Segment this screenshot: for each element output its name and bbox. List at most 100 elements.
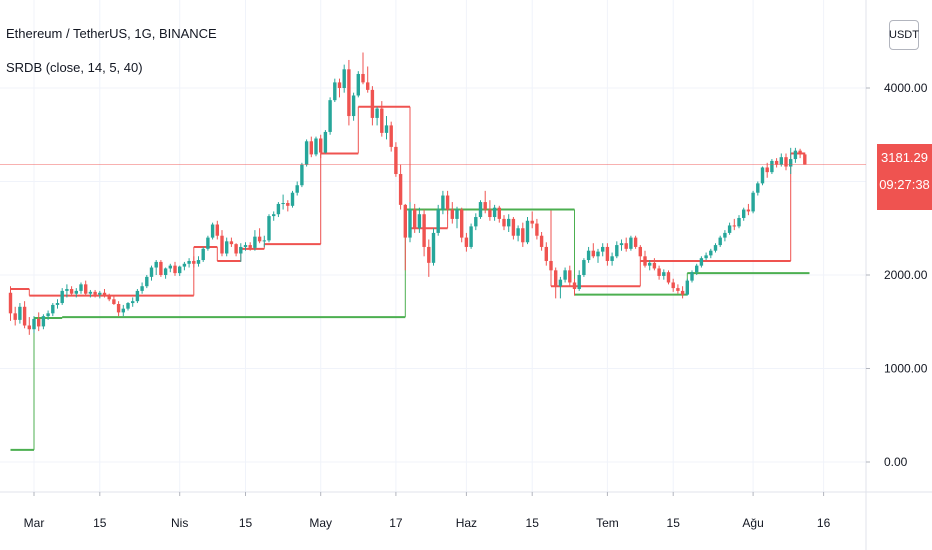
candle[interactable] — [695, 263, 699, 275]
candle[interactable] — [65, 284, 69, 298]
candle[interactable] — [572, 278, 577, 296]
candle[interactable] — [276, 202, 281, 218]
candle[interactable] — [417, 207, 422, 233]
candle[interactable] — [586, 246, 591, 263]
candle[interactable] — [582, 258, 586, 277]
candle[interactable] — [624, 237, 628, 252]
candle[interactable] — [220, 230, 224, 257]
candle[interactable] — [803, 152, 807, 165]
candle[interactable] — [563, 267, 567, 283]
candle[interactable] — [8, 286, 13, 321]
candle[interactable] — [314, 136, 318, 157]
candle[interactable] — [135, 289, 140, 304]
candle[interactable] — [530, 211, 534, 229]
candle[interactable] — [384, 116, 389, 140]
candle[interactable] — [789, 147, 793, 175]
candle[interactable] — [539, 231, 544, 251]
candle[interactable] — [464, 232, 469, 252]
candle[interactable] — [765, 162, 769, 178]
candle[interactable] — [398, 164, 403, 210]
candle[interactable] — [375, 106, 379, 126]
candle[interactable] — [60, 288, 64, 305]
candle[interactable] — [798, 148, 802, 159]
candle[interactable] — [492, 204, 497, 221]
candle[interactable] — [525, 217, 530, 245]
candle[interactable] — [742, 207, 746, 221]
candle[interactable] — [638, 245, 642, 261]
candle[interactable] — [337, 78, 342, 98]
candle[interactable] — [163, 267, 168, 279]
candle[interactable] — [445, 190, 450, 215]
candle[interactable] — [389, 121, 393, 152]
candle[interactable] — [112, 296, 116, 305]
candle[interactable] — [770, 159, 774, 175]
candle[interactable] — [201, 246, 205, 262]
candle[interactable] — [319, 134, 323, 159]
candle[interactable] — [779, 153, 783, 167]
candle[interactable] — [718, 235, 722, 247]
candle[interactable] — [248, 242, 252, 251]
candle[interactable] — [84, 280, 88, 296]
candle[interactable] — [774, 158, 779, 168]
candle[interactable] — [469, 223, 473, 249]
candle[interactable] — [46, 310, 50, 320]
candle[interactable] — [558, 276, 563, 299]
candle[interactable] — [121, 304, 125, 317]
candle[interactable] — [657, 265, 661, 280]
candle[interactable] — [521, 222, 525, 247]
candle[interactable] — [652, 258, 657, 271]
candle[interactable] — [497, 205, 501, 223]
candle[interactable] — [793, 147, 798, 163]
candle[interactable] — [140, 282, 144, 294]
candle[interactable] — [737, 215, 741, 229]
candle[interactable] — [408, 202, 412, 243]
currency-button[interactable]: USDT — [889, 20, 919, 50]
candle[interactable] — [709, 248, 713, 259]
candle[interactable] — [394, 142, 398, 177]
candle[interactable] — [366, 66, 370, 93]
candle[interactable] — [126, 302, 130, 311]
candle[interactable] — [633, 235, 638, 249]
candle[interactable] — [666, 270, 671, 285]
candle[interactable] — [116, 301, 121, 317]
candle[interactable] — [13, 306, 17, 326]
candle[interactable] — [347, 59, 351, 126]
candle[interactable] — [784, 153, 788, 171]
candle[interactable] — [295, 181, 299, 196]
candle[interactable] — [215, 220, 219, 240]
candle[interactable] — [234, 243, 238, 257]
candle[interactable] — [257, 228, 262, 244]
candle[interactable] — [333, 78, 337, 103]
candle[interactable] — [516, 225, 520, 242]
candle[interactable] — [431, 228, 436, 266]
candle[interactable] — [502, 215, 506, 231]
candle[interactable] — [74, 288, 78, 298]
candle[interactable] — [643, 250, 647, 268]
candle[interactable] — [723, 230, 727, 242]
candle[interactable] — [713, 243, 718, 253]
candle[interactable] — [601, 243, 605, 257]
candle[interactable] — [22, 301, 27, 329]
candle[interactable] — [253, 230, 257, 251]
candle[interactable] — [403, 203, 407, 271]
candle[interactable] — [507, 214, 511, 232]
candle[interactable] — [619, 239, 624, 251]
candle[interactable] — [361, 52, 365, 85]
candle[interactable] — [704, 252, 708, 261]
candle[interactable] — [243, 242, 248, 251]
candle[interactable] — [88, 289, 93, 298]
candle[interactable] — [474, 213, 478, 231]
candle[interactable] — [629, 235, 633, 251]
candle[interactable] — [478, 200, 483, 219]
candle[interactable] — [98, 290, 102, 299]
candle[interactable] — [225, 237, 229, 257]
candle[interactable] — [450, 202, 454, 224]
candle[interactable] — [27, 317, 31, 335]
candle[interactable] — [182, 261, 187, 271]
candle[interactable] — [131, 297, 135, 307]
candle[interactable] — [145, 275, 149, 289]
candle[interactable] — [615, 241, 619, 259]
candle[interactable] — [648, 260, 652, 271]
